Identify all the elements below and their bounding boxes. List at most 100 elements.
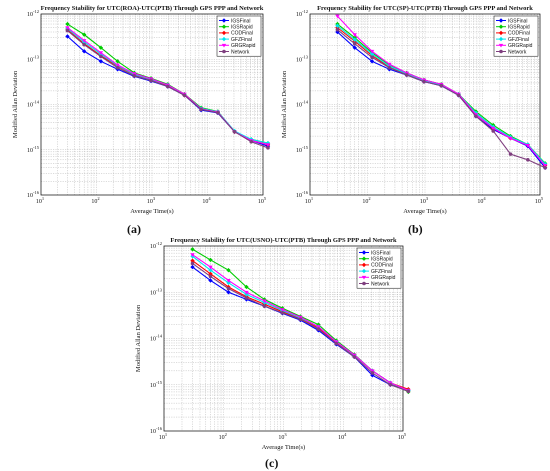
data-point xyxy=(508,152,513,156)
data-point xyxy=(352,45,357,50)
legend-marker xyxy=(498,36,504,42)
y-tick-label: 10-16 xyxy=(150,426,163,435)
data-point xyxy=(352,33,357,37)
x-tick-label: 103 xyxy=(278,432,287,441)
legend-entry: GFZFinal xyxy=(496,36,529,43)
panel-label-c: (c) xyxy=(265,456,279,470)
data-point xyxy=(334,341,339,346)
x-tick-label: 102 xyxy=(219,432,227,441)
legend-label: Network xyxy=(508,49,527,55)
legend-entry: GRGRapid xyxy=(359,275,396,281)
y-axis-label: Modified Allan Deviation xyxy=(135,304,142,372)
legend-entry: IGSFinal xyxy=(359,250,390,256)
x-tick-label: 101 xyxy=(159,432,167,441)
legend-label: GFZFinal xyxy=(231,37,252,43)
legend-entry: GRGRapid xyxy=(219,43,256,49)
y-tick-label: 10-12 xyxy=(150,241,162,250)
legend-entry: GFZFinal xyxy=(219,36,252,43)
data-point xyxy=(474,114,478,119)
legend-entry: Network xyxy=(359,281,390,287)
x-axis-label: Average Time(s) xyxy=(262,444,305,451)
data-point xyxy=(491,126,496,131)
legend-label: Network xyxy=(371,281,390,287)
data-point xyxy=(81,49,87,54)
data-point xyxy=(335,27,340,32)
grid xyxy=(164,246,403,431)
data-point xyxy=(352,37,357,42)
series-Network xyxy=(65,28,270,150)
legend-marker xyxy=(498,24,504,29)
legend: IGSFinalIGSRapidCODFinalGFZFinalGRGRapid… xyxy=(493,15,539,57)
legend-label: Network xyxy=(231,49,250,55)
data-point xyxy=(190,258,195,263)
data-point xyxy=(115,65,120,70)
data-point xyxy=(298,317,303,322)
data-point xyxy=(266,146,270,150)
y-tick-label: 10-13 xyxy=(150,287,163,296)
data-point xyxy=(65,34,70,39)
chart-2: 101 102 103 104 105 10-16 10-15 10-14 10-13 10-12… xyxy=(135,237,411,451)
data-point xyxy=(190,253,195,257)
y-axis-label: Modified Allan Deviation xyxy=(281,70,288,138)
legend-marker xyxy=(498,43,504,48)
data-point xyxy=(182,93,187,98)
data-point xyxy=(65,26,70,30)
legend-entry: GFZFinal xyxy=(359,268,392,275)
data-point xyxy=(422,79,426,84)
data-point xyxy=(280,308,285,312)
data-point xyxy=(98,51,104,55)
legend-marker xyxy=(361,268,367,274)
legend-entry: IGSRapid xyxy=(219,24,253,31)
legend-entry: IGSFinal xyxy=(219,18,250,24)
legend-entry: IGSFinal xyxy=(496,18,527,24)
axes-frame xyxy=(309,13,541,196)
data-point xyxy=(439,83,444,88)
data-point xyxy=(81,32,87,37)
x-tick-label: 104 xyxy=(338,432,347,441)
panel-label-a: (a) xyxy=(127,222,141,236)
legend: IGSFinalIGSRapidCODFinalGFZFinalGRGRapid… xyxy=(356,247,402,289)
legend-entry: CODFinal xyxy=(359,262,393,269)
chart-title: Frequency Stability for UTC(SP)-UTC(PTB)… xyxy=(317,5,533,12)
chart-1: 101 102 103 104 105 10-16 10-15 10-14 10-13 10-12… xyxy=(281,5,548,215)
legend-marker xyxy=(222,49,226,54)
data-point xyxy=(265,143,271,147)
data-point xyxy=(149,78,153,83)
x-tick-label: 103 xyxy=(147,196,156,205)
data-point xyxy=(81,39,87,43)
legend-label: GRGRapid xyxy=(508,43,533,49)
data-point xyxy=(316,325,321,329)
legend-marker xyxy=(361,256,367,261)
axes-frame xyxy=(40,13,264,196)
x-tick-label: 105 xyxy=(398,432,407,441)
data-point xyxy=(543,165,547,170)
data-point xyxy=(226,279,231,283)
legend-label: IGSRapid xyxy=(508,25,530,31)
legend-label: CODFinal xyxy=(508,31,530,37)
data-point xyxy=(65,28,70,33)
legend-marker xyxy=(499,49,503,54)
legend-marker xyxy=(361,250,367,255)
legend-marker xyxy=(498,30,504,36)
y-tick-label: 10-15 xyxy=(150,380,163,389)
legend-label: IGSFinal xyxy=(508,18,527,24)
legend-marker xyxy=(362,281,366,286)
legend-label: CODFinal xyxy=(231,31,253,37)
legend-entry: Network xyxy=(496,49,527,55)
data-point xyxy=(249,139,254,144)
data-point xyxy=(115,63,120,68)
legend-marker xyxy=(221,43,227,48)
data-point xyxy=(115,59,120,64)
legend-label: GRGRapid xyxy=(371,275,396,281)
x-axis-label: Average Time(s) xyxy=(130,208,173,215)
x-tick-label: 104 xyxy=(477,196,486,205)
data-point xyxy=(352,355,357,359)
data-point xyxy=(508,136,513,141)
data-point xyxy=(232,129,237,134)
data-point xyxy=(226,286,231,291)
data-point xyxy=(98,45,104,50)
y-tick-label: 10-16 xyxy=(27,190,40,199)
legend-label: IGSFinal xyxy=(371,250,390,256)
data-point xyxy=(244,296,249,300)
x-tick-label: 103 xyxy=(420,196,429,205)
